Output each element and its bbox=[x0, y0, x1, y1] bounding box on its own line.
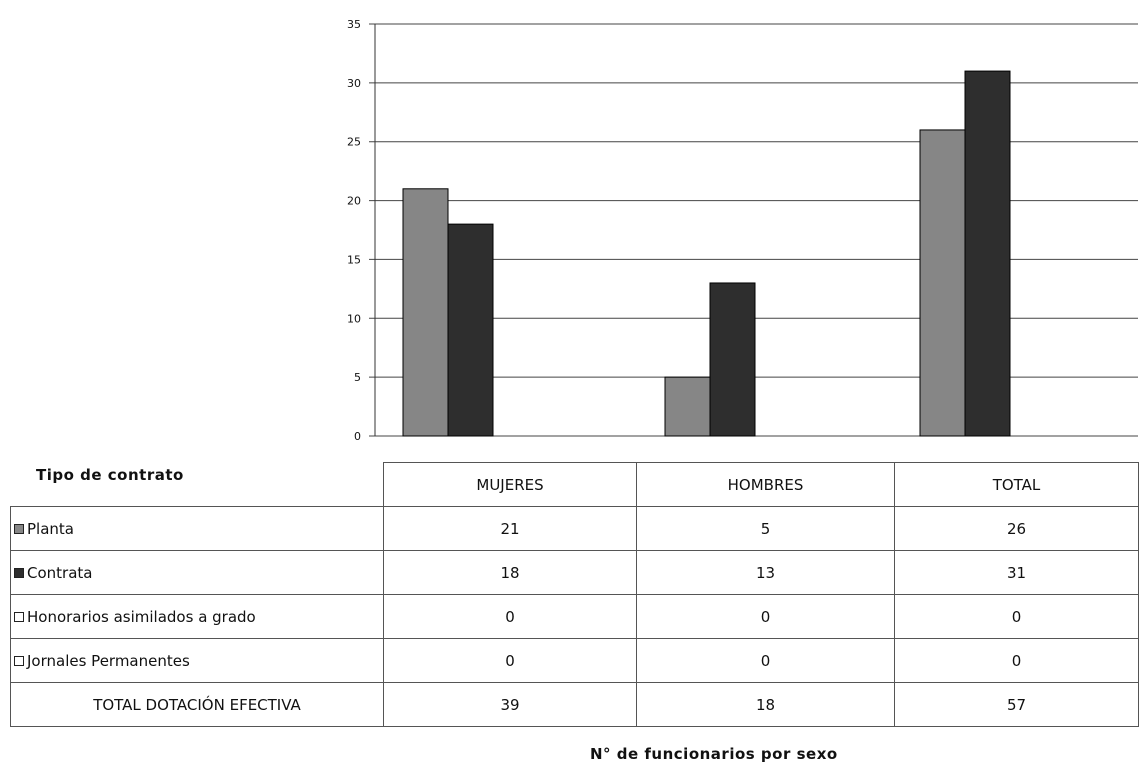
row-label: Planta bbox=[10, 506, 384, 551]
table-row: Planta 21 5 26 bbox=[10, 506, 1139, 551]
total-cell: 18 bbox=[636, 682, 895, 727]
bar-planta-hombres bbox=[664, 376, 711, 437]
table-cell: 13 bbox=[636, 550, 895, 595]
legend-label: Honorarios asimilados a grado bbox=[27, 607, 256, 626]
data-table: MUJERES HOMBRES TOTAL Planta 21 5 26 Contrata 18… bbox=[10, 462, 1139, 727]
total-row-label: TOTAL DOTACIÓN EFECTIVA bbox=[10, 682, 384, 727]
table-cell: 0 bbox=[383, 594, 637, 639]
total-row: TOTAL DOTACIÓN EFECTIVA 39 18 57 bbox=[10, 682, 1139, 727]
table-cell: 31 bbox=[894, 550, 1139, 595]
column-header: MUJERES bbox=[383, 462, 637, 507]
table-header-row: MUJERES HOMBRES TOTAL bbox=[11, 462, 1139, 507]
table-cell: 26 bbox=[894, 506, 1139, 551]
table-cell: 0 bbox=[636, 638, 895, 683]
table-cell: 5 bbox=[636, 506, 895, 551]
bar-planta-total bbox=[919, 129, 966, 437]
table-row: Honorarios asimilados a grado 0 0 0 bbox=[10, 594, 1139, 639]
table-cell: 18 bbox=[383, 550, 637, 595]
table-row: Jornales Permanentes 0 0 0 bbox=[10, 638, 1139, 683]
table-corner bbox=[11, 463, 384, 507]
chart-caption: N° de funcionarios por sexo bbox=[590, 745, 838, 763]
bar-planta-mujeres bbox=[402, 188, 449, 437]
row-label: Honorarios asimilados a grado bbox=[10, 594, 384, 639]
table-cell: 0 bbox=[894, 594, 1139, 639]
table-header-label: Tipo de contrato bbox=[36, 466, 184, 484]
row-label: Jornales Permanentes bbox=[10, 638, 384, 683]
bar-chart: 0 5 10 15 20 25 30 35 bbox=[347, 18, 1138, 440]
table-row: Contrata 18 13 31 bbox=[10, 550, 1139, 595]
column-header: TOTAL bbox=[894, 462, 1139, 507]
column-header: HOMBRES bbox=[636, 462, 895, 507]
table-cell: 21 bbox=[383, 506, 637, 551]
table-cell: 0 bbox=[894, 638, 1139, 683]
bar-contrata-total bbox=[964, 70, 1011, 437]
total-cell: 39 bbox=[383, 682, 637, 727]
y-tick-label: 5 bbox=[354, 371, 361, 384]
table-cell: 0 bbox=[636, 594, 895, 639]
row-label: Contrata bbox=[10, 550, 384, 595]
y-tick-label: 0 bbox=[354, 430, 361, 440]
bar-contrata-hombres bbox=[709, 282, 756, 437]
total-cell: 57 bbox=[894, 682, 1139, 727]
legend-swatch bbox=[14, 567, 24, 578]
table-cell: 0 bbox=[383, 638, 637, 683]
legend-label: Jornales Permanentes bbox=[27, 651, 190, 670]
y-tick-label: 20 bbox=[347, 195, 361, 208]
y-tick-label: 15 bbox=[347, 253, 361, 266]
legend-swatch bbox=[14, 611, 24, 622]
legend-label: Contrata bbox=[27, 563, 93, 582]
y-tick-label: 30 bbox=[347, 77, 361, 90]
y-tick-label: 25 bbox=[347, 136, 361, 149]
legend-swatch bbox=[14, 523, 24, 534]
y-tick-label: 35 bbox=[347, 18, 361, 31]
legend-label: Planta bbox=[27, 519, 74, 538]
legend-swatch bbox=[14, 655, 24, 666]
bar-contrata-mujeres bbox=[447, 223, 494, 437]
y-tick-label: 10 bbox=[347, 312, 361, 325]
